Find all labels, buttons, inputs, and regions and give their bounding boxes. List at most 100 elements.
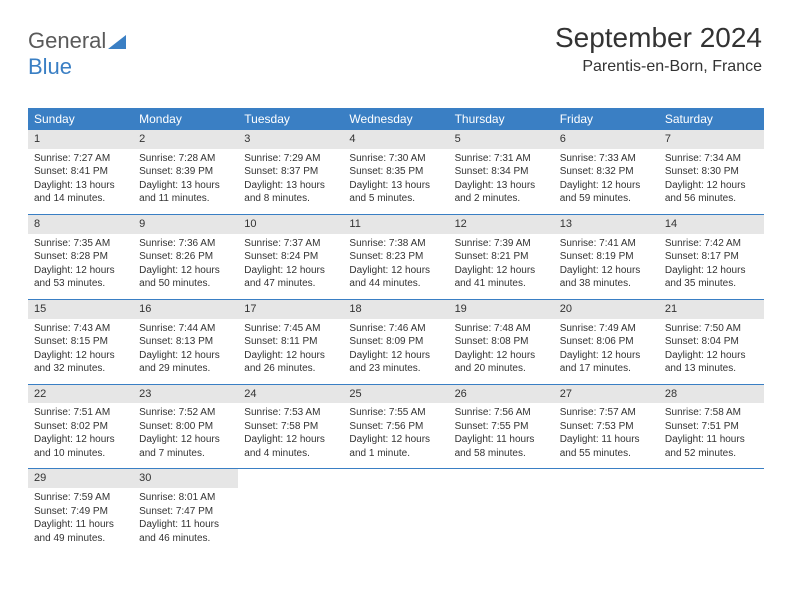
day-number: 24 [238,385,343,404]
day-number: 29 [28,469,133,488]
calendar-day-cell: 23Sunrise: 7:52 AMSunset: 8:00 PMDayligh… [133,385,238,469]
daylight-line: Daylight: 12 hours and 23 minutes. [349,349,442,376]
daylight-line: Daylight: 12 hours and 32 minutes. [34,349,127,376]
day-info: Sunrise: 7:43 AMSunset: 8:15 PMDaylight:… [28,319,133,384]
day-number: 25 [343,385,448,404]
brand-logo: General Blue [28,28,126,80]
weekday-header: Friday [554,108,659,130]
day-info: Sunrise: 7:37 AMSunset: 8:24 PMDaylight:… [238,234,343,299]
sunset-line: Sunset: 8:23 PM [349,250,442,264]
daylight-line: Daylight: 12 hours and 47 minutes. [244,264,337,291]
brand-part2: Blue [28,54,72,79]
daylight-line: Daylight: 11 hours and 52 minutes. [665,433,758,460]
day-number: 2 [133,130,238,149]
day-info: Sunrise: 7:58 AMSunset: 7:51 PMDaylight:… [659,403,764,468]
calendar-day-cell: 19Sunrise: 7:48 AMSunset: 8:08 PMDayligh… [449,300,554,384]
sunrise-line: Sunrise: 7:53 AM [244,406,337,420]
day-number: 26 [449,385,554,404]
day-info: Sunrise: 7:33 AMSunset: 8:32 PMDaylight:… [554,149,659,214]
calendar-grid: Sunday Monday Tuesday Wednesday Thursday… [28,108,764,553]
daylight-line: Daylight: 12 hours and 4 minutes. [244,433,337,460]
calendar-day-cell: 15Sunrise: 7:43 AMSunset: 8:15 PMDayligh… [28,300,133,384]
sunset-line: Sunset: 8:17 PM [665,250,758,264]
sunset-line: Sunset: 7:51 PM [665,420,758,434]
day-number: 11 [343,215,448,234]
weekday-header-row: Sunday Monday Tuesday Wednesday Thursday… [28,108,764,130]
day-info: Sunrise: 7:52 AMSunset: 8:00 PMDaylight:… [133,403,238,468]
day-number: 4 [343,130,448,149]
sunrise-line: Sunrise: 7:56 AM [455,406,548,420]
sunset-line: Sunset: 7:47 PM [139,505,232,519]
calendar-day-cell: .. [449,469,554,553]
sunset-line: Sunset: 8:15 PM [34,335,127,349]
daylight-line: Daylight: 12 hours and 17 minutes. [560,349,653,376]
sunrise-line: Sunrise: 7:30 AM [349,152,442,166]
sunset-line: Sunset: 8:37 PM [244,165,337,179]
sunset-line: Sunset: 8:35 PM [349,165,442,179]
day-number: 8 [28,215,133,234]
sunset-line: Sunset: 7:56 PM [349,420,442,434]
calendar-day-cell: 26Sunrise: 7:56 AMSunset: 7:55 PMDayligh… [449,385,554,469]
sunrise-line: Sunrise: 7:58 AM [665,406,758,420]
day-info: Sunrise: 7:29 AMSunset: 8:37 PMDaylight:… [238,149,343,214]
calendar-day-cell: 13Sunrise: 7:41 AMSunset: 8:19 PMDayligh… [554,215,659,299]
sunrise-line: Sunrise: 7:46 AM [349,322,442,336]
day-number: 18 [343,300,448,319]
brand-part1: General [28,28,106,53]
day-info: Sunrise: 7:50 AMSunset: 8:04 PMDaylight:… [659,319,764,384]
sunset-line: Sunset: 8:13 PM [139,335,232,349]
calendar-day-cell: 21Sunrise: 7:50 AMSunset: 8:04 PMDayligh… [659,300,764,384]
daylight-line: Daylight: 13 hours and 11 minutes. [139,179,232,206]
sunset-line: Sunset: 8:26 PM [139,250,232,264]
day-info: Sunrise: 7:30 AMSunset: 8:35 PMDaylight:… [343,149,448,214]
day-number: 10 [238,215,343,234]
sunset-line: Sunset: 8:00 PM [139,420,232,434]
calendar-day-cell: 20Sunrise: 7:49 AMSunset: 8:06 PMDayligh… [554,300,659,384]
calendar-day-cell: 24 Sunrise: 7:53 AMSunset: 7:58 PMDayligh… [238,385,343,469]
calendar-day-cell: 16Sunrise: 7:44 AMSunset: 8:13 PMDayligh… [133,300,238,384]
calendar-day-cell: .. [554,469,659,553]
daylight-line: Daylight: 12 hours and 50 minutes. [139,264,232,291]
sunrise-line: Sunrise: 7:38 AM [349,237,442,251]
calendar-day-cell: 27Sunrise: 7:57 AMSunset: 7:53 PMDayligh… [554,385,659,469]
day-number: 5 [449,130,554,149]
weekday-header: Sunday [28,108,133,130]
daylight-line: Daylight: 12 hours and 59 minutes. [560,179,653,206]
calendar-day-cell: 30Sunrise: 8:01 AMSunset: 7:47 PMDayligh… [133,469,238,553]
day-info: Sunrise: 7:42 AMSunset: 8:17 PMDaylight:… [659,234,764,299]
day-info: Sunrise: 7:34 AMSunset: 8:30 PMDaylight:… [659,149,764,214]
day-number: 1 [28,130,133,149]
day-info: Sunrise: 7:38 AMSunset: 8:23 PMDaylight:… [343,234,448,299]
calendar-day-cell: 3Sunrise: 7:29 AMSunset: 8:37 PMDaylight… [238,130,343,214]
calendar-day-cell: 14Sunrise: 7:42 AMSunset: 8:17 PMDayligh… [659,215,764,299]
day-number: 23 [133,385,238,404]
day-info: Sunrise: 7:51 AMSunset: 8:02 PMDaylight:… [28,403,133,468]
sunset-line: Sunset: 8:30 PM [665,165,758,179]
calendar-day-cell: .. [343,469,448,553]
daylight-line: Daylight: 12 hours and 35 minutes. [665,264,758,291]
day-info: Sunrise: 7:46 AMSunset: 8:09 PMDaylight:… [343,319,448,384]
calendar-day-cell: 10Sunrise: 7:37 AMSunset: 8:24 PMDayligh… [238,215,343,299]
day-info: Sunrise: 7:55 AMSunset: 7:56 PMDaylight:… [343,403,448,468]
sunset-line: Sunset: 7:53 PM [560,420,653,434]
calendar-day-cell: 28Sunrise: 7:58 AMSunset: 7:51 PMDayligh… [659,385,764,469]
sunset-line: Sunset: 8:02 PM [34,420,127,434]
day-number: 20 [554,300,659,319]
sunset-line: Sunset: 8:06 PM [560,335,653,349]
month-title: September 2024 [555,22,762,54]
weekday-header: Monday [133,108,238,130]
day-info: Sunrise: 7:36 AMSunset: 8:26 PMDaylight:… [133,234,238,299]
daylight-line: Daylight: 12 hours and 38 minutes. [560,264,653,291]
calendar-day-cell: 25Sunrise: 7:55 AMSunset: 7:56 PMDayligh… [343,385,448,469]
sunrise-line: Sunrise: 7:57 AM [560,406,653,420]
sunset-line: Sunset: 8:41 PM [34,165,127,179]
day-info: Sunrise: 7:49 AMSunset: 8:06 PMDaylight:… [554,319,659,384]
daylight-line: Daylight: 11 hours and 58 minutes. [455,433,548,460]
day-number: 16 [133,300,238,319]
day-info: Sunrise: 7:35 AMSunset: 8:28 PMDaylight:… [28,234,133,299]
sunset-line: Sunset: 7:58 PM [244,420,337,434]
calendar-day-cell: 29Sunrise: 7:59 AMSunset: 7:49 PMDayligh… [28,469,133,553]
sunrise-line: Sunrise: 7:55 AM [349,406,442,420]
weekday-header: Wednesday [343,108,448,130]
calendar-day-cell: 11Sunrise: 7:38 AMSunset: 8:23 PMDayligh… [343,215,448,299]
